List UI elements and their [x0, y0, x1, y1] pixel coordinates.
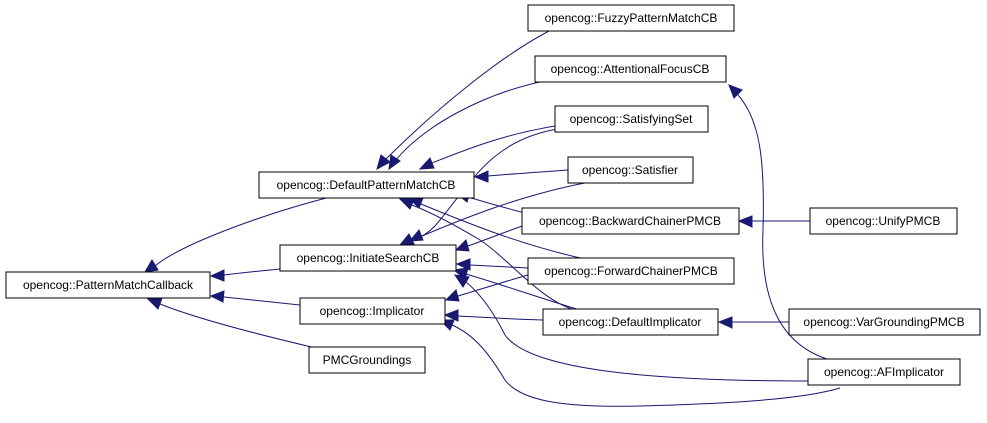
node-default-implicator[interactable]: opencog::DefaultImplicator: [542, 308, 719, 336]
edge-defaultimplicator-to-defaultpatternmatchcb: [398, 198, 576, 311]
edge-forwardchainerpmcb-to-implicator: [444, 274, 529, 302]
node-pmc-groundings[interactable]: PMCGroundings: [308, 346, 426, 374]
node-implicator[interactable]: opencog::Implicator: [299, 297, 446, 325]
node-label: opencog::AFImplicator: [824, 365, 944, 379]
node-label: PMCGroundings: [323, 353, 412, 367]
node-unify-pmcb[interactable]: opencog::UnifyPMCB: [809, 207, 958, 235]
edge-attentionalfocuscb-to-defaultpatternmatchcb: [388, 78, 556, 171]
node-forward-chainer-pmcb[interactable]: opencog::ForwardChainerPMCB: [527, 257, 735, 285]
node-label: opencog::AttentionalFocusCB: [551, 62, 710, 76]
edge-afimplicator-to-initiatesearchcb: [453, 274, 811, 382]
node-label: opencog::DefaultImplicator: [559, 315, 702, 329]
edge-forwardchainerpmcb-to-initiatesearchcb: [455, 258, 529, 271]
node-label: opencog::PatternMatchCallback: [23, 278, 194, 292]
edge-implicator-to-patternmatchcallback: [209, 290, 301, 306]
nodes: opencog::PatternMatchCallback opencog::D…: [5, 4, 981, 386]
node-var-grounding-pmcb[interactable]: opencog::VarGroundingPMCB: [788, 308, 981, 336]
node-satisfier[interactable]: opencog::Satisfier: [567, 156, 694, 184]
node-attentional-focus-cb[interactable]: opencog::AttentionalFocusCB: [534, 55, 727, 83]
node-label: opencog::Implicator: [320, 304, 425, 318]
edge-backwardchainerpmcb-to-initiatesearchcb: [454, 224, 526, 252]
edge-afimplicator-to-attentionalfocuscb: [728, 84, 831, 361]
node-label: opencog::VarGroundingPMCB: [803, 315, 964, 329]
edge-defaultimplicator-to-implicator: [443, 309, 544, 322]
node-label: opencog::ForwardChainerPMCB: [544, 264, 717, 278]
edge-satisfier-to-defaultpatternmatchcb: [473, 169, 569, 183]
node-default-pattern-match-cb[interactable]: opencog::DefaultPatternMatchCB: [258, 171, 475, 199]
edges: [144, 27, 841, 407]
node-label: opencog::FuzzyPatternMatchCB: [545, 11, 718, 25]
node-label: opencog::DefaultPatternMatchCB: [277, 178, 456, 192]
node-label: opencog::BackwardChainerPMCB: [539, 214, 721, 228]
edge-defaultpatternmatchcb-to-patternmatchcallback: [144, 196, 331, 273]
node-label: opencog::UnifyPMCB: [826, 214, 941, 228]
node-label: opencog::Satisfier: [582, 163, 678, 177]
edge-unifypmcb-to-backwardchainerpmcb: [737, 215, 810, 228]
node-initiate-search-cb[interactable]: opencog::InitiateSearchCB: [279, 244, 457, 272]
edge-vargroundingpmcb-to-defaultimplicator: [717, 316, 789, 329]
node-label: opencog::SatisfyingSet: [570, 112, 693, 126]
edge-initiatesearchcb-to-patternmatchcallback: [209, 268, 281, 282]
node-af-implicator[interactable]: opencog::AFImplicator: [807, 358, 961, 386]
edge-pmcgroundings-to-patternmatchcallback: [146, 297, 321, 350]
edge-satisfier-to-initiatesearchcb: [408, 181, 591, 242]
node-label: opencog::InitiateSearchCB: [297, 251, 440, 265]
node-satisfying-set[interactable]: opencog::SatisfyingSet: [554, 105, 709, 133]
node-pattern-match-callback[interactable]: opencog::PatternMatchCallback: [5, 271, 211, 299]
edge-fuzzypatternmatchcb-to-defaultpatternmatchcb: [376, 27, 556, 171]
node-fuzzy-pattern-match-cb[interactable]: opencog::FuzzyPatternMatchCB: [527, 4, 735, 32]
edge-satisfyingset-to-defaultpatternmatchcb: [418, 125, 556, 170]
node-backward-chainer-pmcb[interactable]: opencog::BackwardChainerPMCB: [521, 207, 740, 235]
